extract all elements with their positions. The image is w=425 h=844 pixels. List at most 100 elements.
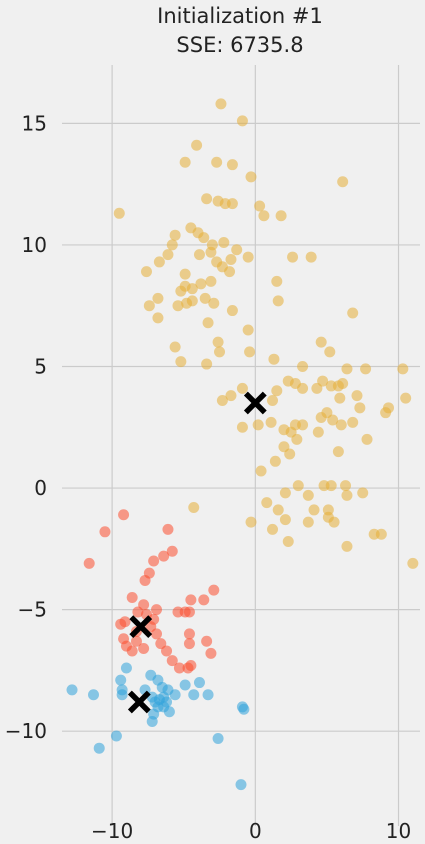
data-point [236,421,248,433]
data-point [397,363,409,375]
data-point [208,297,220,309]
data-point [226,305,238,317]
data-point [130,635,142,647]
data-point [139,574,151,586]
data-point [138,643,150,655]
chart-subtitle: SSE: 6735.8 [176,33,303,57]
data-point [271,385,283,397]
data-point [225,390,237,402]
data-point [335,419,347,431]
data-point [169,341,181,353]
data-point [327,414,339,426]
data-point [151,628,163,640]
data-point [328,516,340,528]
data-point [195,278,207,290]
centroid-marker [129,615,153,639]
data-point [267,395,279,407]
data-point [175,285,187,297]
data-point [166,239,178,251]
y-tick-label: 5 [34,354,47,378]
data-point [205,275,217,287]
data-point [183,638,195,650]
data-point [212,732,224,744]
data-point [291,433,303,445]
data-point [118,509,130,521]
data-point [201,358,213,370]
data-point [341,489,353,501]
data-point [155,638,167,650]
data-point [269,455,281,467]
data-point [143,300,155,312]
data-point [311,382,323,394]
data-point [152,701,164,713]
data-point [152,292,164,304]
data-point [198,594,210,606]
data-point [188,501,200,513]
data-point [83,557,95,569]
data-point [324,346,336,358]
data-point [169,689,181,701]
data-point [179,268,191,280]
data-point [347,307,359,319]
data-point [151,604,163,616]
data-point [93,742,105,754]
data-point [375,528,387,540]
data-point [185,594,197,606]
data-point [99,526,111,538]
data-point [267,523,279,535]
data-point [334,392,346,404]
data-point [113,207,125,219]
data-point [153,256,165,268]
data-points [66,98,419,791]
data-point [201,193,213,205]
data-point [211,156,223,168]
data-point [66,684,78,696]
data-point [215,98,227,110]
data-point [347,416,359,428]
data-point [173,662,185,674]
data-point [172,300,184,312]
data-point [292,480,304,492]
data-point [236,382,248,394]
centroid-marker [243,391,267,415]
centroid-marker [127,690,151,714]
data-point [183,628,195,640]
data-point [242,324,254,336]
data-point [361,433,373,445]
data-point [337,378,349,390]
data-point [148,555,160,567]
data-point [271,275,283,287]
data-point [255,465,267,477]
y-tick-label: −5 [18,598,47,622]
data-point [185,660,197,672]
data-point [242,251,254,263]
data-point [272,504,284,516]
data-point [152,312,164,324]
data-point [225,254,237,266]
data-point [312,426,324,438]
data-point [308,504,320,516]
data-point [272,295,284,307]
data-point [268,353,280,365]
data-point [201,635,213,647]
data-point [162,249,174,261]
data-point [275,210,287,222]
data-point [120,662,132,674]
y-tick-label: 10 [22,233,47,257]
data-point [202,689,214,701]
data-point [166,545,178,557]
data-point [354,402,366,414]
data-point [302,489,314,501]
data-point [158,550,170,562]
centroid-markers [127,391,267,714]
centroid-stroke [129,615,153,639]
data-point [400,392,412,404]
data-point [279,514,291,526]
data-point [166,655,178,667]
data-point [254,200,266,212]
data-point [224,266,236,278]
data-point [179,679,191,691]
data-point [132,606,144,618]
data-point [120,640,132,652]
